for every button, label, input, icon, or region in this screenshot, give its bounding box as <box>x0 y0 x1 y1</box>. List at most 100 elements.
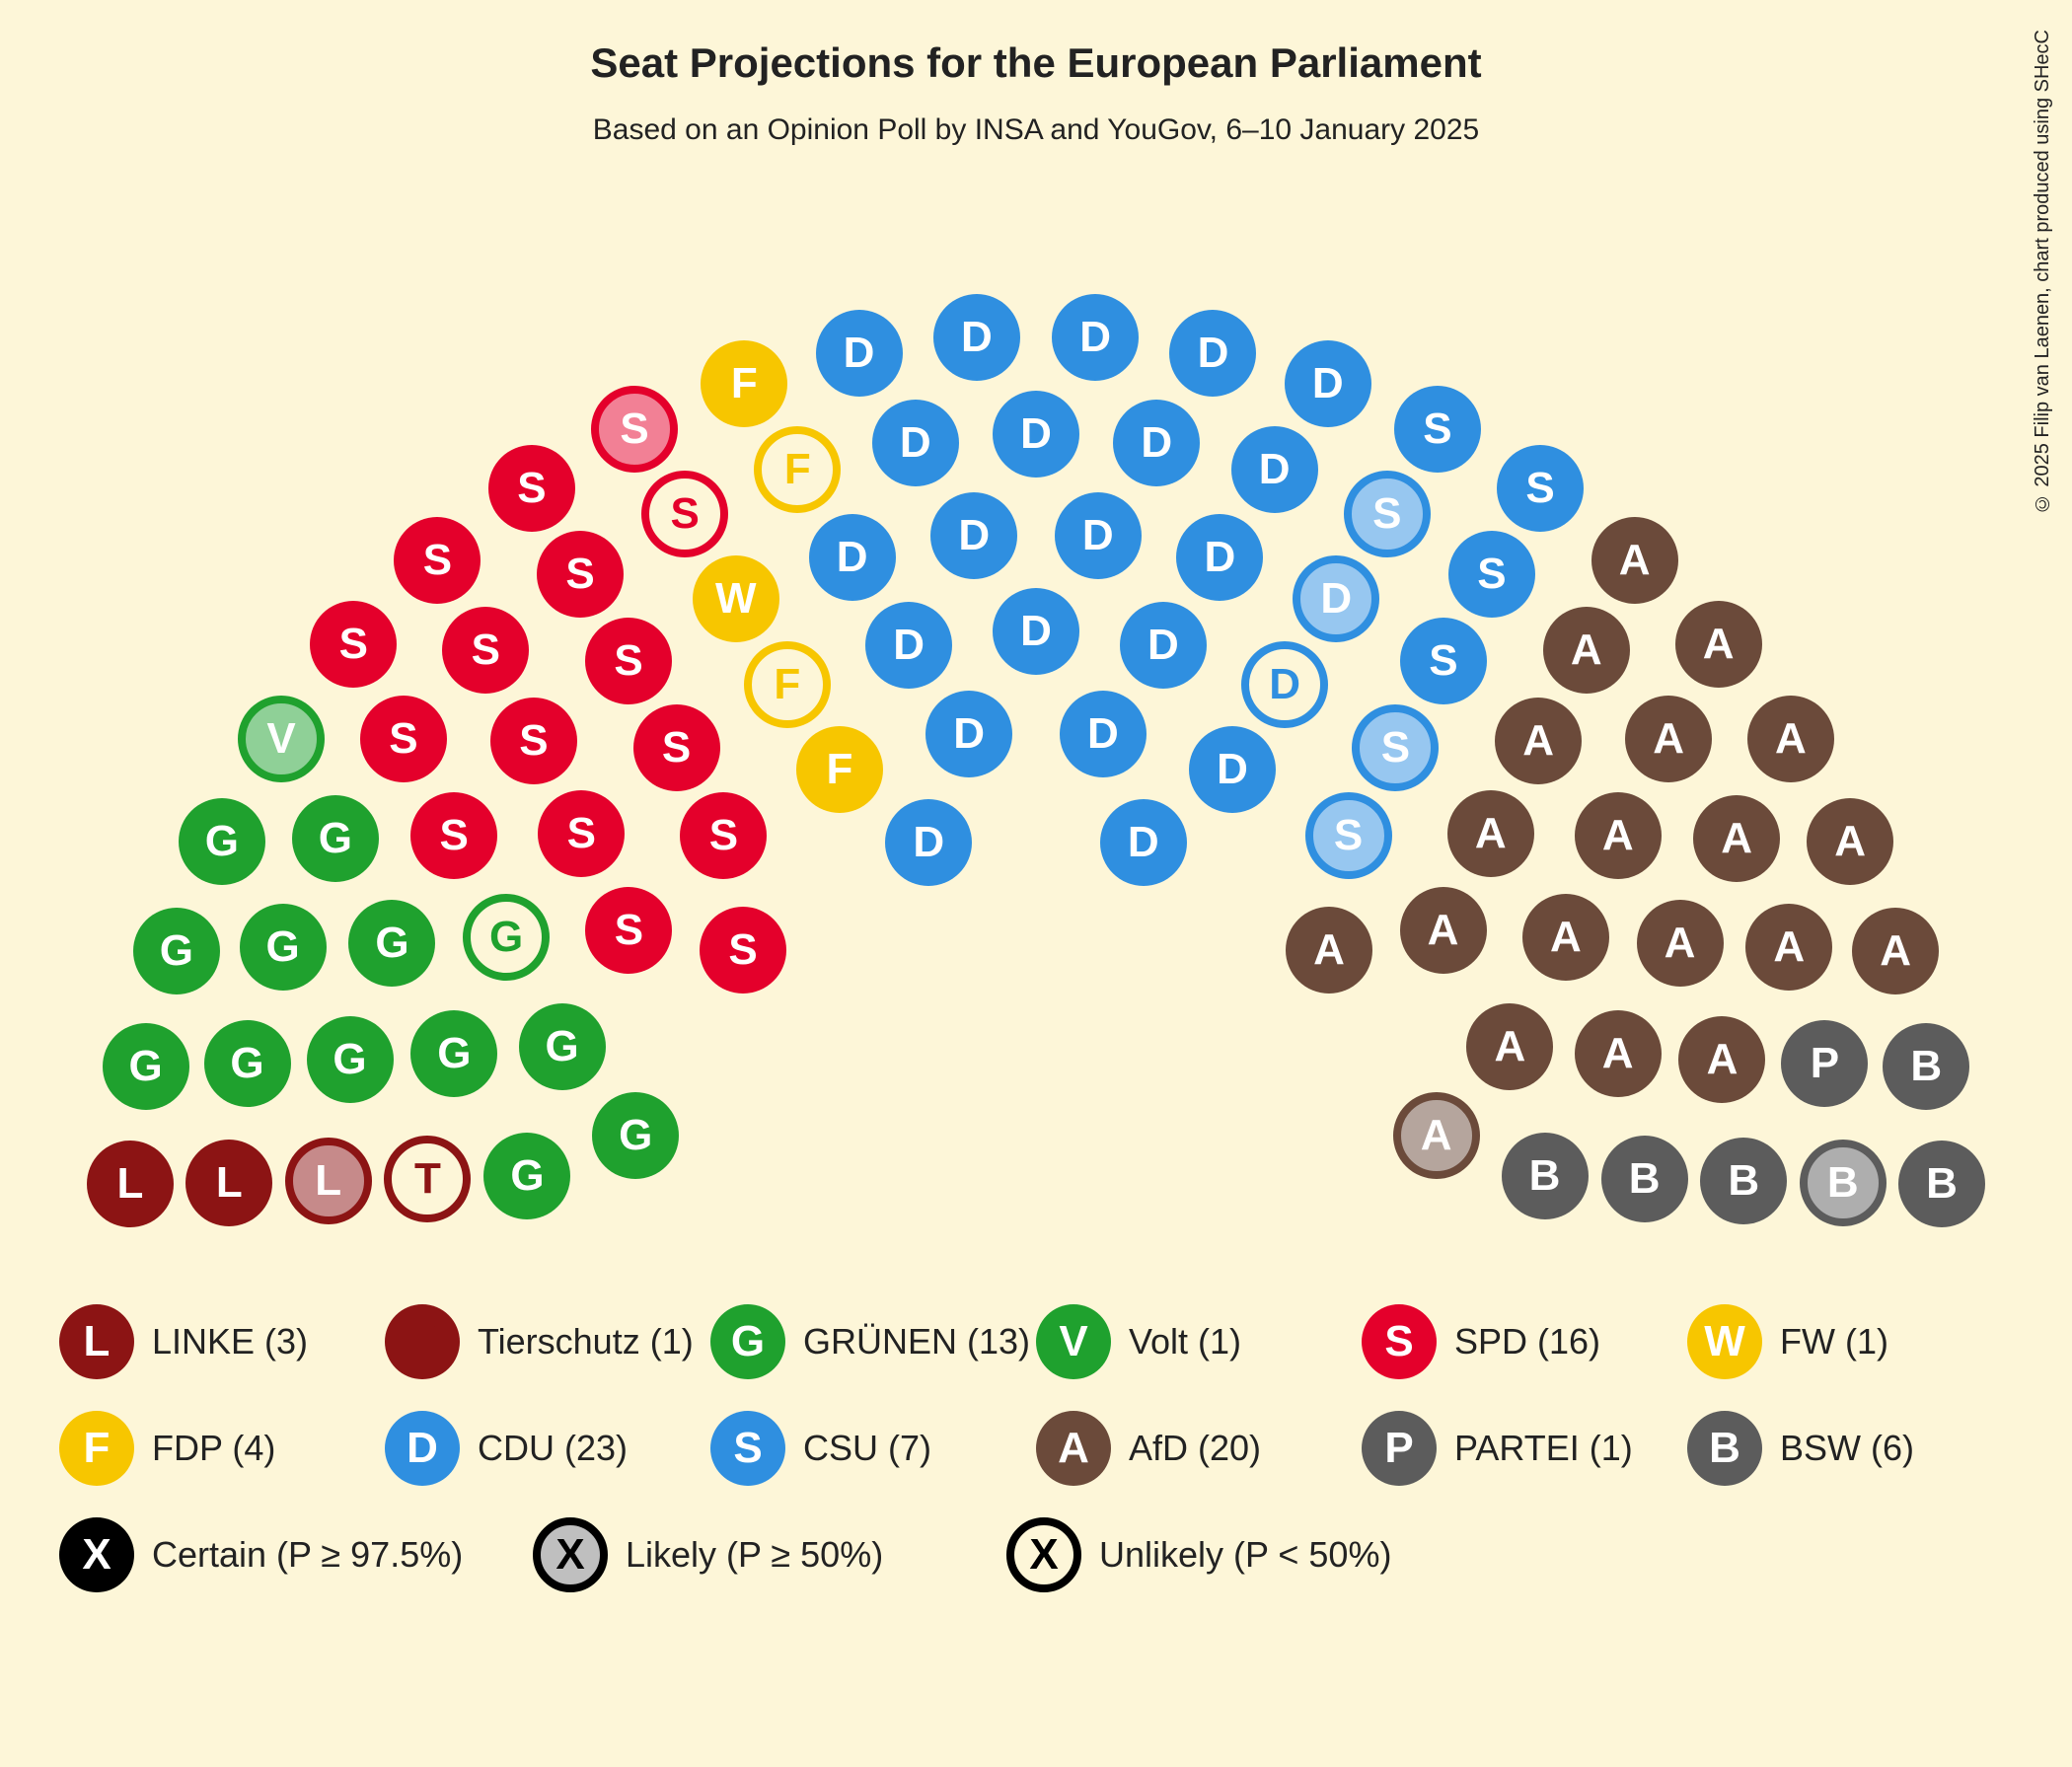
seat: D <box>1113 400 1200 486</box>
seat: D <box>933 294 1020 381</box>
legend-item: X Unlikely (P < 50%) <box>1006 1517 1480 1592</box>
seat: D <box>1052 294 1139 381</box>
seat: S <box>360 696 447 782</box>
seat: A <box>1575 792 1662 879</box>
seat: B <box>1502 1133 1589 1219</box>
seat: D <box>885 799 972 886</box>
legend-swatch: S <box>710 1411 785 1486</box>
seat: A <box>1693 795 1780 882</box>
seat: D <box>1241 641 1328 728</box>
seat: A <box>1447 790 1534 877</box>
seat: A <box>1575 1010 1662 1097</box>
legend-item: FFDP (4) <box>59 1411 385 1486</box>
seat: B <box>1800 1140 1887 1226</box>
seat: A <box>1393 1092 1480 1179</box>
seat: G <box>292 795 379 882</box>
seat: V <box>238 696 325 782</box>
seat: F <box>701 340 787 427</box>
legend-label: SPD (16) <box>1454 1321 1600 1362</box>
seat: A <box>1625 696 1712 782</box>
seat: G <box>240 904 327 991</box>
seat: A <box>1400 887 1487 974</box>
seat: D <box>993 588 1079 675</box>
seat: D <box>1169 310 1256 397</box>
seat: S <box>700 907 786 994</box>
legend-item: X Certain (P ≥ 97.5%) <box>59 1517 533 1592</box>
seat: S <box>410 792 497 879</box>
legend-swatch: G <box>710 1304 785 1379</box>
seat: A <box>1807 798 1893 885</box>
seat: D <box>816 310 903 397</box>
seat: G <box>348 900 435 987</box>
seat: S <box>537 531 624 618</box>
seat: S <box>488 445 575 532</box>
legend-label: Unlikely (P < 50%) <box>1099 1534 1391 1576</box>
legend-label: CDU (23) <box>478 1428 628 1469</box>
legend-item: PPARTEI (1) <box>1362 1411 1687 1486</box>
legend-swatch: X <box>59 1517 134 1592</box>
legend-row: FFDP (4)D CDU (23) S CSU (7) A AfD (20) PPARTE… <box>59 1409 2013 1488</box>
legend-row-probability: X Certain (P ≥ 97.5%) X Likely (P ≥ 50%) X Un… <box>59 1515 2013 1594</box>
legend-item: W FW (1) <box>1687 1304 2013 1379</box>
seat: G <box>483 1133 570 1219</box>
legend-swatch: P <box>1362 1411 1437 1486</box>
seat: B <box>1883 1023 1969 1110</box>
seat: S <box>490 698 577 784</box>
seat: S <box>641 471 728 557</box>
legend-label: Certain (P ≥ 97.5%) <box>152 1534 463 1576</box>
seat: G <box>592 1092 679 1179</box>
seat: P <box>1781 1020 1868 1107</box>
legend-label: FDP (4) <box>152 1428 275 1469</box>
legend-label: Volt (1) <box>1129 1321 1241 1362</box>
seat: A <box>1522 894 1609 981</box>
legend-swatch: X <box>1006 1517 1081 1592</box>
seat: L <box>87 1141 174 1227</box>
seat: D <box>930 492 1017 579</box>
seat: D <box>1285 340 1371 427</box>
legend-label: LINKE (3) <box>152 1321 308 1362</box>
seat: S <box>585 887 672 974</box>
seat: B <box>1601 1136 1688 1222</box>
seat: G <box>103 1023 189 1110</box>
legend-swatch: L <box>59 1304 134 1379</box>
legend-item: B BSW (6) <box>1687 1411 2013 1486</box>
seat: D <box>1189 726 1276 813</box>
seat: G <box>307 1016 394 1103</box>
seat: S <box>394 517 481 604</box>
legend-item: GGRÜNEN (13) <box>710 1304 1036 1379</box>
seat: T <box>384 1136 471 1222</box>
seat: F <box>796 726 883 813</box>
legend-row: LLINKE (3)TTierschutz (1)GGRÜNEN (13)VVo… <box>59 1302 2013 1381</box>
seat: L <box>185 1140 272 1226</box>
legend-swatch: A <box>1036 1411 1111 1486</box>
legend-label: FW (1) <box>1780 1321 1888 1362</box>
legend-swatch: X <box>533 1517 608 1592</box>
seat: S <box>310 601 397 688</box>
seat: L <box>285 1138 372 1224</box>
seat: A <box>1852 908 1939 994</box>
legend-label: AfD (20) <box>1129 1428 1261 1469</box>
legend-label: Likely (P ≥ 50%) <box>626 1534 883 1576</box>
seat: B <box>1700 1138 1787 1224</box>
seat: G <box>410 1010 497 1097</box>
seat: D <box>925 691 1012 777</box>
seat: S <box>1497 445 1584 532</box>
seat: D <box>809 514 896 601</box>
legend-item: L LINKE (3) <box>59 1304 385 1379</box>
seat: S <box>538 790 625 877</box>
seat: F <box>744 641 831 728</box>
legend-swatch: D <box>385 1411 460 1486</box>
legend-swatch: B <box>1687 1411 1762 1486</box>
seat: D <box>993 391 1079 478</box>
legend-swatch: W <box>1687 1304 1762 1379</box>
seat: A <box>1675 601 1762 688</box>
legend-label: BSW (6) <box>1780 1428 1914 1469</box>
legend-label: CSU (7) <box>803 1428 931 1469</box>
seat: G <box>179 798 265 885</box>
seat: B <box>1898 1141 1985 1227</box>
seat: D <box>1100 799 1187 886</box>
seat: A <box>1637 900 1724 987</box>
seat: D <box>865 602 952 689</box>
chart-subtitle: Based on an Opinion Poll by INSA and You… <box>0 113 2072 147</box>
seat: A <box>1286 907 1372 994</box>
